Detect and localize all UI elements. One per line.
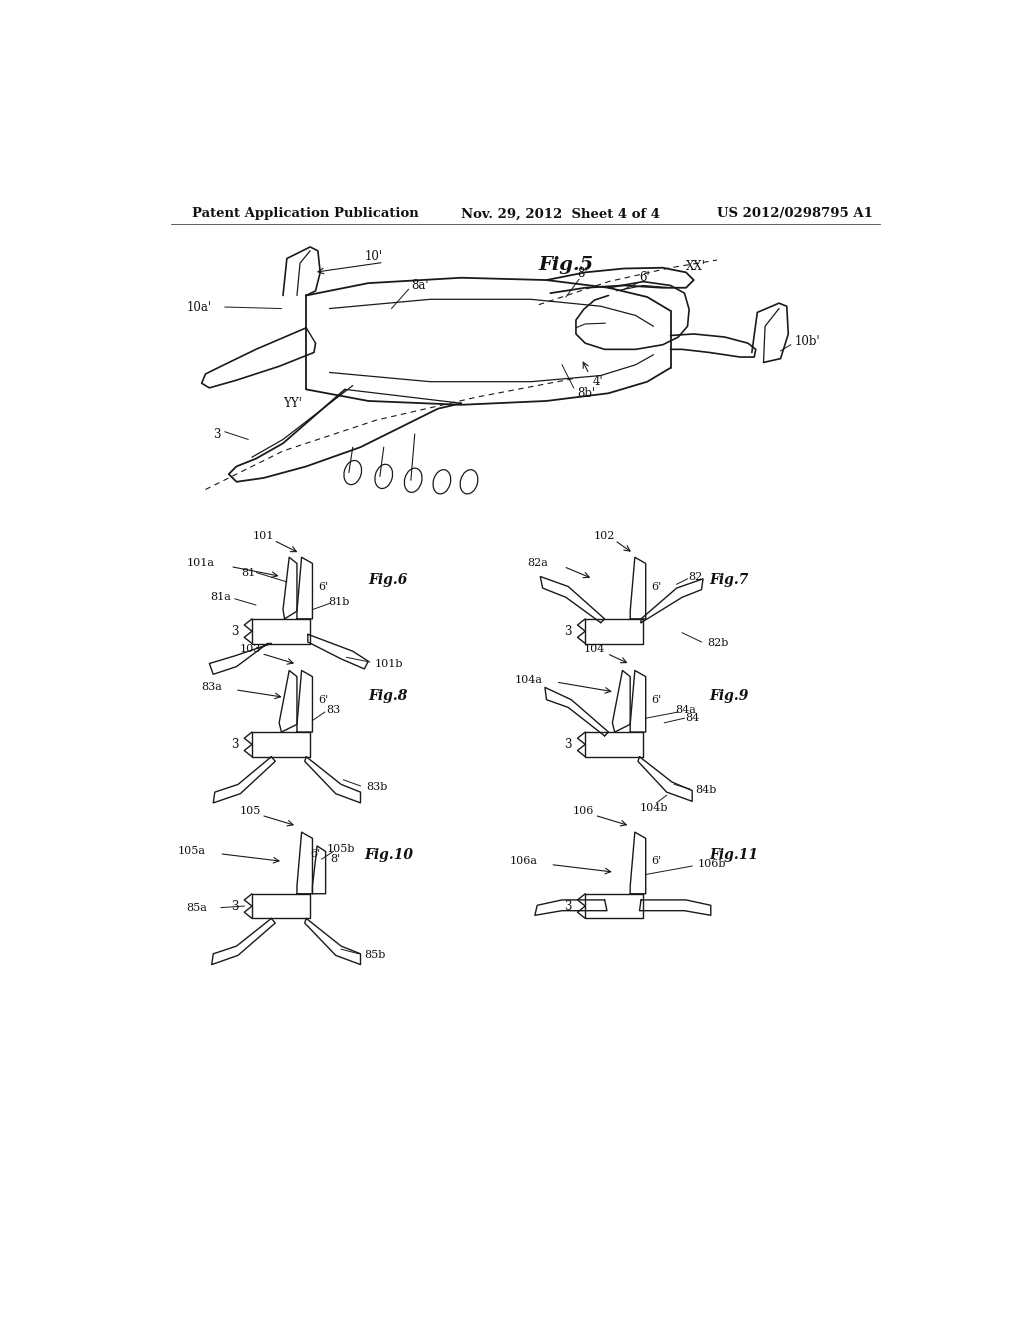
Text: Fig.6: Fig.6	[369, 573, 408, 587]
Text: 10': 10'	[365, 249, 382, 263]
Text: 104b: 104b	[639, 803, 668, 813]
Text: 105: 105	[240, 805, 261, 816]
Text: 103: 103	[240, 644, 261, 653]
Text: 85b: 85b	[365, 950, 386, 961]
Text: 3: 3	[213, 428, 221, 441]
Text: 6': 6'	[651, 857, 662, 866]
Text: 101a: 101a	[186, 558, 215, 569]
Text: 106b: 106b	[697, 859, 726, 870]
Text: 83b: 83b	[367, 783, 388, 792]
Text: 84a: 84a	[676, 705, 696, 715]
Text: 83a: 83a	[202, 682, 222, 693]
Text: 84b: 84b	[695, 785, 717, 795]
Text: 3: 3	[564, 738, 572, 751]
Text: 81: 81	[241, 568, 255, 578]
Text: 3: 3	[231, 899, 239, 912]
Text: 3: 3	[231, 738, 239, 751]
Text: 6': 6'	[651, 582, 662, 591]
Text: 3: 3	[564, 624, 572, 638]
Text: 82: 82	[688, 572, 702, 582]
Text: 101b: 101b	[375, 659, 403, 668]
Text: 3: 3	[231, 624, 239, 638]
Text: Fig.5: Fig.5	[539, 256, 594, 273]
Text: 85a: 85a	[186, 903, 207, 912]
Text: Fig.11: Fig.11	[710, 849, 758, 862]
Text: 83: 83	[327, 705, 341, 715]
Text: 8': 8'	[331, 854, 341, 865]
Text: Fig.7: Fig.7	[710, 573, 749, 587]
Text: 10a': 10a'	[186, 301, 212, 314]
Text: 6': 6'	[318, 582, 329, 591]
Text: XX': XX'	[686, 260, 706, 273]
Text: 81b: 81b	[328, 597, 349, 607]
Text: YY': YY'	[283, 397, 302, 409]
Text: Fig.9: Fig.9	[710, 689, 749, 702]
Text: Patent Application Publication: Patent Application Publication	[191, 207, 418, 220]
Text: Fig.10: Fig.10	[365, 849, 414, 862]
Text: 105b: 105b	[327, 843, 355, 854]
Text: 8': 8'	[578, 268, 588, 280]
Text: 6': 6'	[318, 694, 329, 705]
Text: 82a: 82a	[527, 558, 548, 569]
Text: Fig.8: Fig.8	[369, 689, 408, 702]
Text: 104a: 104a	[515, 675, 543, 685]
Text: 10b': 10b'	[795, 335, 820, 348]
Text: 6': 6'	[310, 849, 321, 859]
Text: 8b': 8b'	[578, 387, 596, 400]
Text: 8a': 8a'	[411, 279, 428, 292]
Text: 82b: 82b	[708, 639, 729, 648]
Text: 84: 84	[685, 713, 699, 723]
Text: 106a: 106a	[509, 857, 538, 866]
Text: 3: 3	[564, 899, 572, 912]
Text: 6': 6'	[651, 694, 662, 705]
Text: US 2012/0298795 A1: US 2012/0298795 A1	[717, 207, 872, 220]
Text: 81a: 81a	[211, 593, 231, 602]
Text: 105a: 105a	[177, 846, 206, 857]
Text: 6': 6'	[640, 271, 650, 284]
Text: 102: 102	[594, 531, 615, 541]
Text: Nov. 29, 2012  Sheet 4 of 4: Nov. 29, 2012 Sheet 4 of 4	[461, 207, 660, 220]
Text: 104: 104	[584, 644, 605, 653]
Text: 4': 4'	[593, 375, 603, 388]
Text: 106: 106	[573, 805, 594, 816]
Text: 101: 101	[253, 531, 274, 541]
